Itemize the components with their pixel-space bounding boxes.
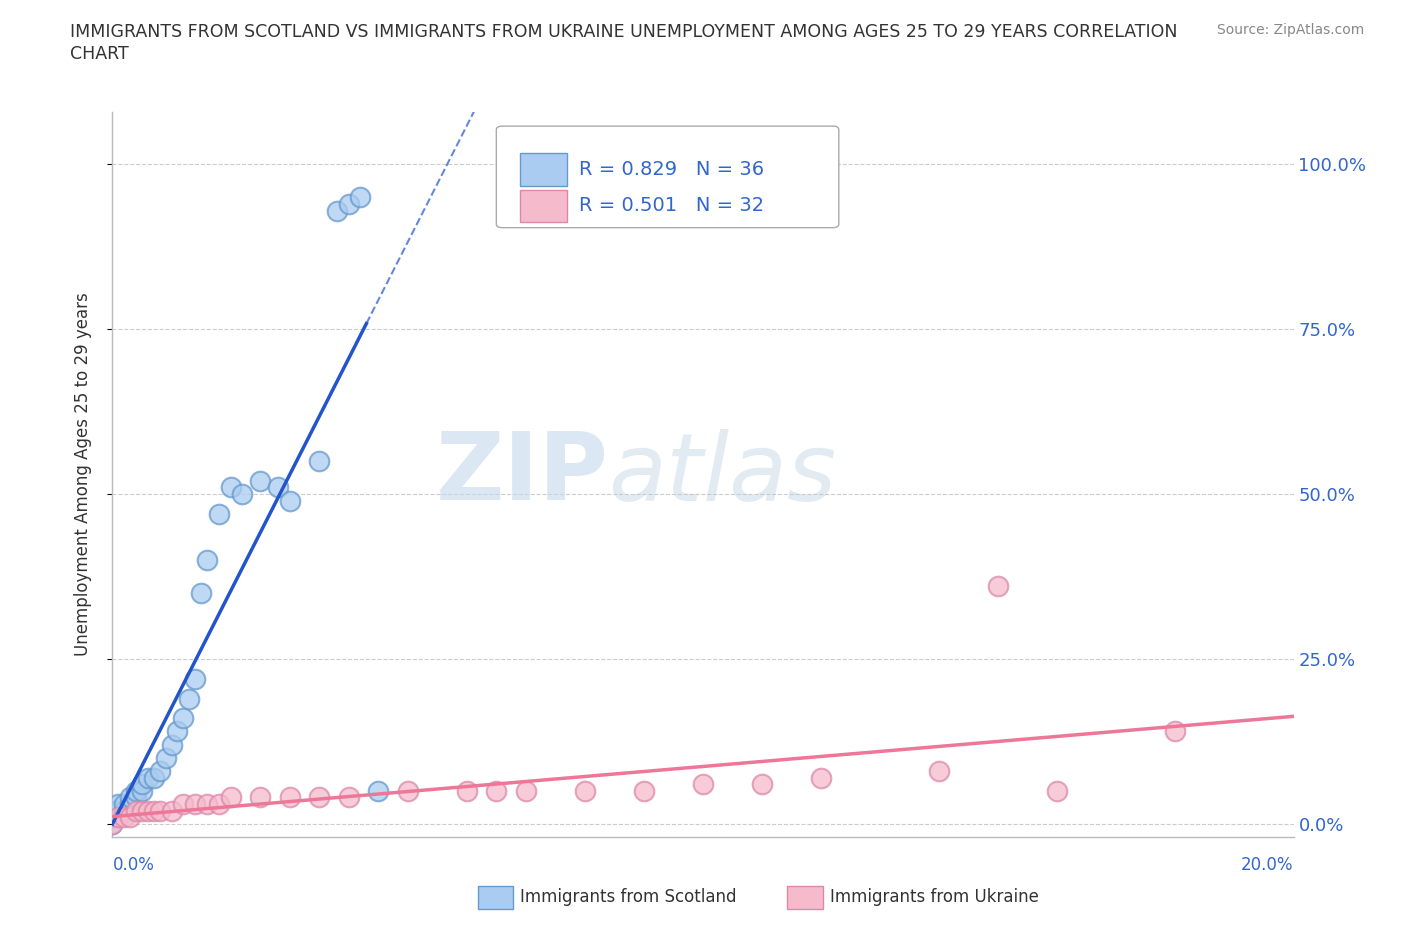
Point [112,797,135,812]
Point [184,671,207,686]
Point [337,790,360,804]
Point [308,790,330,804]
Point [987,579,1010,594]
Point [396,783,419,798]
FancyBboxPatch shape [496,126,839,228]
Point [107,797,129,812]
Text: atlas: atlas [609,429,837,520]
Point [751,777,773,791]
Point [101,810,124,825]
Point [120,810,142,825]
Text: CHART: CHART [70,45,129,62]
Point [367,783,389,798]
Y-axis label: Unemployment Among Ages 25 to 29 years: Unemployment Among Ages 25 to 29 years [73,292,91,657]
Point [195,797,218,812]
Point [136,770,159,785]
Point [326,203,349,218]
Text: 0.0%: 0.0% [112,856,155,873]
Point [267,480,290,495]
Point [125,790,148,804]
Point [1164,724,1187,739]
Point [131,804,153,818]
Point [107,810,129,825]
Point [179,691,201,706]
Point [172,797,194,812]
Point [928,764,950,778]
Point [120,790,142,804]
Point [107,810,129,825]
Point [160,804,183,818]
Point [515,783,537,798]
Point [101,817,124,831]
Text: Source: ZipAtlas.com: Source: ZipAtlas.com [1216,23,1364,37]
Point [231,486,253,501]
Point [456,783,478,798]
Point [149,764,172,778]
Point [485,783,508,798]
Point [208,797,231,812]
Point [349,190,371,205]
Point [120,797,142,812]
Point [278,790,301,804]
Point [155,751,177,765]
Point [278,493,301,508]
Point [166,724,188,739]
Text: R = 0.829   N = 36: R = 0.829 N = 36 [579,160,763,179]
Point [101,817,124,831]
Point [112,804,135,818]
Point [125,783,148,798]
Point [574,783,596,798]
Text: R = 0.501   N = 32: R = 0.501 N = 32 [579,196,763,216]
Point [160,737,183,752]
Bar [520,153,567,186]
Point [149,804,172,818]
Bar [520,190,567,222]
Point [136,804,159,818]
Point [125,804,148,818]
Point [142,770,165,785]
Point [1046,783,1069,798]
Text: Immigrants from Ukraine: Immigrants from Ukraine [830,888,1039,907]
Point [249,473,271,488]
Point [107,804,129,818]
Point [101,804,124,818]
Point [692,777,714,791]
Point [633,783,655,798]
Point [308,454,330,469]
Point [219,480,242,495]
Point [219,790,242,804]
Text: 20.0%: 20.0% [1241,856,1294,873]
Point [184,797,207,812]
Point [208,507,231,522]
Text: Immigrants from Scotland: Immigrants from Scotland [520,888,737,907]
Text: IMMIGRANTS FROM SCOTLAND VS IMMIGRANTS FROM UKRAINE UNEMPLOYMENT AMONG AGES 25 T: IMMIGRANTS FROM SCOTLAND VS IMMIGRANTS F… [70,23,1178,41]
Point [249,790,271,804]
Point [337,196,360,211]
Point [131,777,153,791]
Point [810,770,832,785]
Point [190,586,212,601]
Point [142,804,165,818]
Point [131,783,153,798]
Point [172,711,194,725]
Point [112,810,135,825]
Point [195,552,218,567]
Text: ZIP: ZIP [436,429,609,520]
